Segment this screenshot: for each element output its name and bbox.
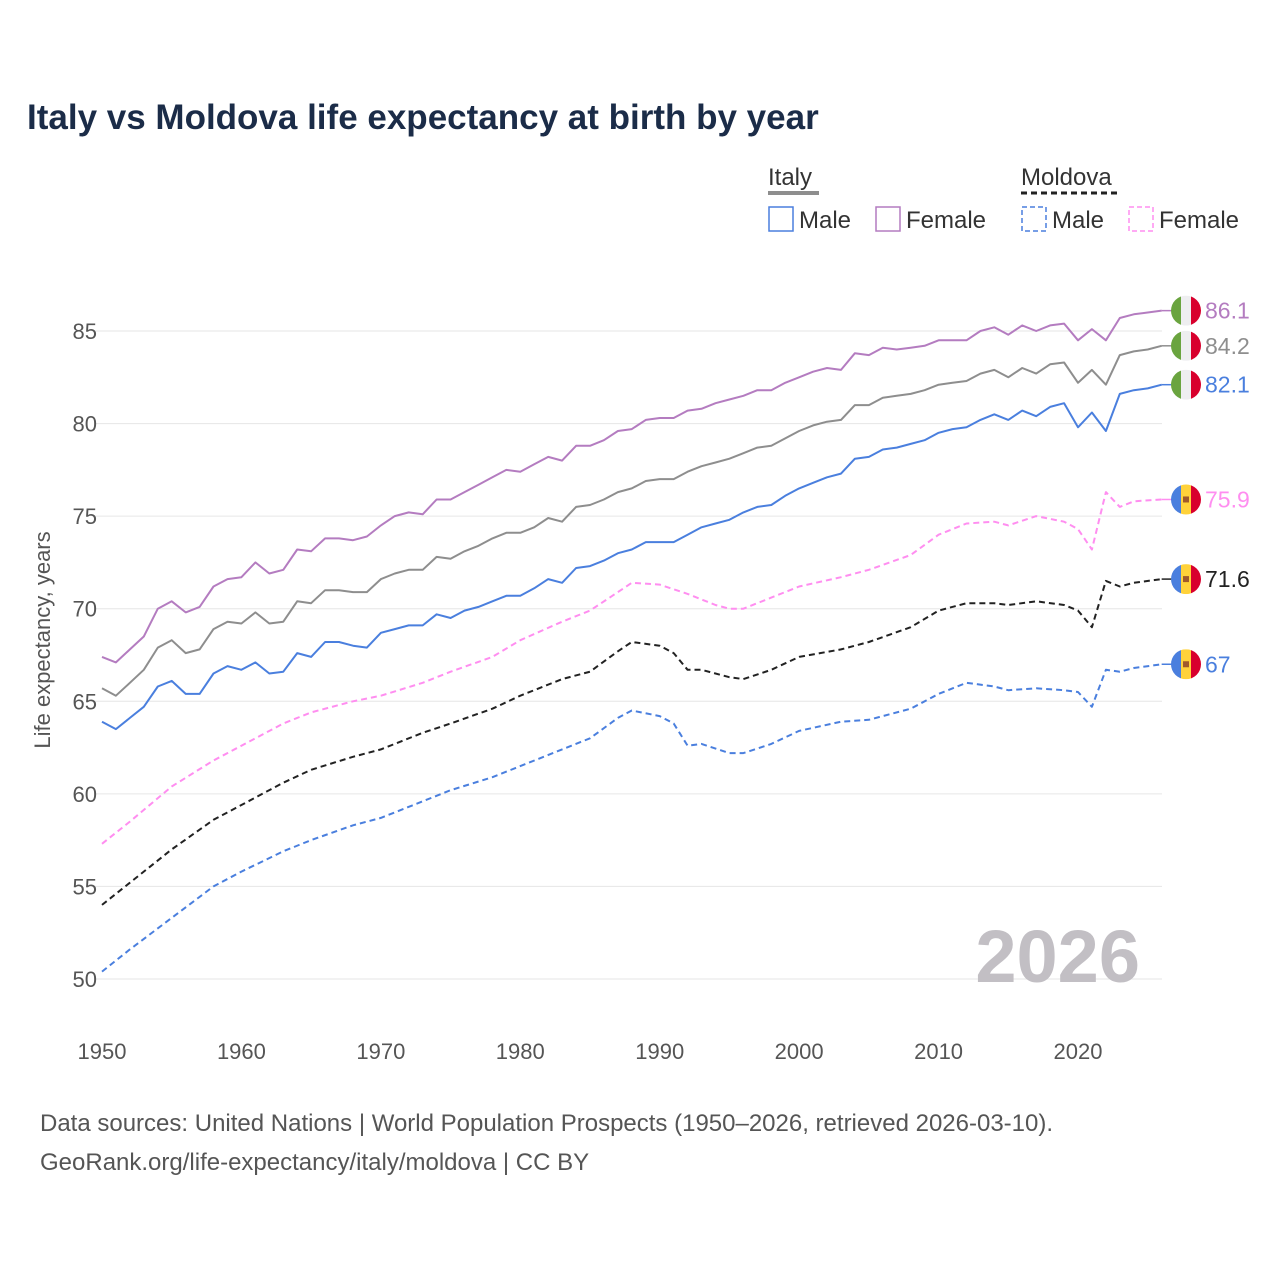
italy-flag-icon — [1171, 369, 1201, 400]
legend-moldova-female-swatch — [1128, 206, 1154, 232]
end-value-label: 84.2 — [1205, 333, 1250, 359]
year-watermark: 2026 — [975, 915, 1140, 998]
y-tick-label: 55 — [73, 874, 97, 899]
x-tick-label: 1960 — [217, 1039, 266, 1064]
series-line-italy-female — [101, 309, 1162, 664]
source-line-1: Data sources: United Nations | World Pop… — [40, 1110, 1053, 1137]
x-tick-label: 1970 — [356, 1039, 405, 1064]
grid — [95, 330, 1162, 980]
y-tick-label: 50 — [73, 967, 97, 992]
x-tick-label: 1950 — [78, 1039, 127, 1064]
y-tick-label: 70 — [73, 597, 97, 622]
x-tick-label: 1990 — [635, 1039, 684, 1064]
italy-flag-icon — [1171, 295, 1201, 326]
y-axis-label: Life expectancy, years — [30, 531, 55, 748]
series-line-moldova-female — [101, 491, 1162, 845]
y-axis: 50 55 60 65 70 75 80 85 — [73, 319, 97, 992]
y-tick-label: 85 — [73, 319, 97, 344]
legend: Italy Male Female Moldova Male Female — [768, 164, 1239, 234]
end-value-label: 71.6 — [1205, 566, 1250, 592]
italy-flag-icon — [1171, 330, 1201, 361]
legend-group-italy: Italy — [768, 164, 812, 191]
source-line-2[interactable]: GeoRank.org/life-expectancy/italy/moldov… — [40, 1149, 589, 1176]
x-tick-label: 2010 — [914, 1039, 963, 1064]
legend-italy-male-swatch — [768, 206, 794, 232]
x-tick-label: 1980 — [496, 1039, 545, 1064]
y-tick-label: 75 — [73, 504, 97, 529]
legend-moldova-male[interactable]: Male — [1052, 207, 1104, 234]
chart-title: Italy vs Moldova life expectancy at birt… — [27, 98, 819, 137]
end-value-label: 82.1 — [1205, 372, 1250, 398]
legend-italy-male[interactable]: Male — [799, 207, 851, 234]
legend-group-moldova: Moldova — [1021, 164, 1112, 191]
legend-moldova-male-swatch — [1021, 206, 1047, 232]
series-lines — [101, 309, 1162, 973]
y-tick-label: 65 — [73, 689, 97, 714]
series-line-italy-total — [101, 344, 1162, 697]
series-line-italy-male — [101, 383, 1162, 731]
end-labels: 86.1 84.2 82.1 75.9 71.6 67 — [1161, 295, 1250, 680]
end-value-label: 67 — [1205, 651, 1231, 677]
y-tick-label: 60 — [73, 782, 97, 807]
end-value-label: 86.1 — [1205, 298, 1250, 324]
moldova-flag-icon — [1171, 564, 1201, 595]
legend-italy-female-swatch — [875, 206, 901, 232]
moldova-flag-icon — [1171, 649, 1201, 680]
series-line-moldova-male — [101, 663, 1162, 973]
end-value-label: 75.9 — [1205, 486, 1250, 512]
moldova-flag-icon — [1171, 484, 1201, 515]
series-line-moldova-total — [101, 578, 1162, 906]
x-axis: 1950 1960 1970 1980 1990 2000 2010 2020 — [78, 1039, 1103, 1064]
legend-italy-female[interactable]: Female — [906, 207, 986, 234]
y-tick-label: 80 — [73, 412, 97, 437]
legend-moldova-female[interactable]: Female — [1159, 207, 1239, 234]
x-tick-label: 2000 — [775, 1039, 824, 1064]
x-tick-label: 2020 — [1054, 1039, 1103, 1064]
